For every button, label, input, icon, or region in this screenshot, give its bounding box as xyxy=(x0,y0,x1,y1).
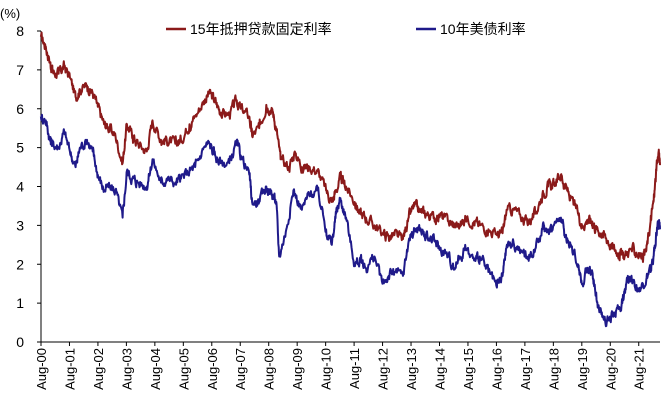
x-tick-label: Aug-21 xyxy=(632,348,647,390)
x-tick-label: Aug-06 xyxy=(205,348,220,390)
series-lines xyxy=(39,31,661,328)
x-tick-label: Aug-18 xyxy=(546,348,561,390)
y-tick-label: 2 xyxy=(16,256,24,272)
y-tick-label: 5 xyxy=(16,140,24,156)
legend-label-treasury: 10年美债利率 xyxy=(440,21,526,37)
x-tick-label: Aug-08 xyxy=(262,348,277,390)
y-tick-label: 4 xyxy=(16,179,24,195)
x-tick-label: Aug-01 xyxy=(62,348,77,390)
legend: 15年抵押贷款固定利率 10年美债利率 xyxy=(166,21,526,37)
y-tick-label: 1 xyxy=(16,295,24,311)
x-tick-label: Aug-13 xyxy=(404,348,419,390)
y-tick-label: 8 xyxy=(16,23,24,39)
x-tick-label: Aug-09 xyxy=(290,348,305,390)
y-tick-label: 6 xyxy=(16,101,24,117)
x-tick-label: Aug-14 xyxy=(432,348,447,390)
x-axis-ticks: Aug-00 Aug-01 Aug-02 Aug-03 Aug-04 Aug-05 Aug-… xyxy=(34,342,647,390)
x-tick-label: Aug-04 xyxy=(148,348,163,390)
series-line-mortgage xyxy=(39,31,661,263)
x-tick-label: Aug-12 xyxy=(376,348,391,390)
y-unit-label: (%) xyxy=(0,6,20,21)
y-tick-label: 3 xyxy=(16,217,24,233)
series-line-treasury xyxy=(39,113,661,328)
x-tick-label: Aug-00 xyxy=(34,348,49,390)
x-tick-label: Aug-07 xyxy=(233,348,248,390)
x-tick-label: Aug-05 xyxy=(176,348,191,390)
y-axis-ticks: 0 1 2 3 4 5 6 7 8 xyxy=(16,23,41,350)
x-tick-label: Aug-02 xyxy=(91,348,106,390)
y-tick-label: 0 xyxy=(16,334,24,350)
x-tick-label: Aug-19 xyxy=(575,348,590,390)
y-tick-label: 7 xyxy=(16,62,24,78)
x-tick-label: Aug-15 xyxy=(461,348,476,390)
x-tick-label: Aug-10 xyxy=(319,348,334,390)
x-tick-label: Aug-11 xyxy=(347,348,362,389)
x-tick-label: Aug-16 xyxy=(489,348,504,390)
x-tick-label: Aug-20 xyxy=(603,348,618,390)
x-tick-label: Aug-17 xyxy=(518,348,533,390)
legend-label-mortgage: 15年抵押贷款固定利率 xyxy=(190,21,332,37)
x-tick-label: Aug-03 xyxy=(119,348,134,390)
